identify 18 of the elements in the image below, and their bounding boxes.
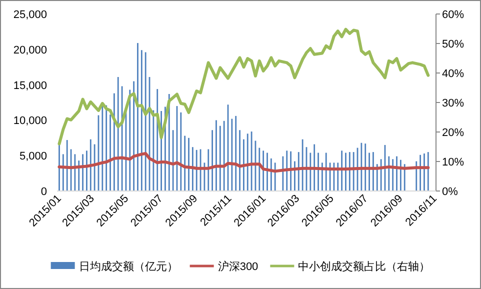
legend-label: 日均成交额（亿元） [78, 260, 178, 273]
y2-tick-label: 40% [442, 68, 464, 80]
y-tick-label: 25,000 [13, 9, 47, 21]
y-tick-label: 15,000 [13, 80, 47, 92]
y-tick-label: 20,000 [13, 44, 47, 56]
legend-label: 沪深300 [218, 260, 258, 273]
y2-tick-label: 50% [442, 38, 464, 50]
y2-tick-label: 30% [442, 98, 464, 110]
y-tick-label: 10,000 [13, 115, 47, 128]
line-series [58, 28, 430, 146]
y2-tick-label: 60% [442, 9, 464, 21]
line-series [58, 152, 430, 173]
y-tick-label: 5,000 [19, 150, 47, 163]
y-tick-label: 0 [40, 186, 47, 198]
legend-label: 中小创成交额占比（右轴） [298, 260, 430, 273]
y2-tick-label: 10% [442, 156, 464, 168]
y2-tick-label: 20% [442, 127, 464, 139]
y2-tick-label: 0% [442, 186, 458, 198]
